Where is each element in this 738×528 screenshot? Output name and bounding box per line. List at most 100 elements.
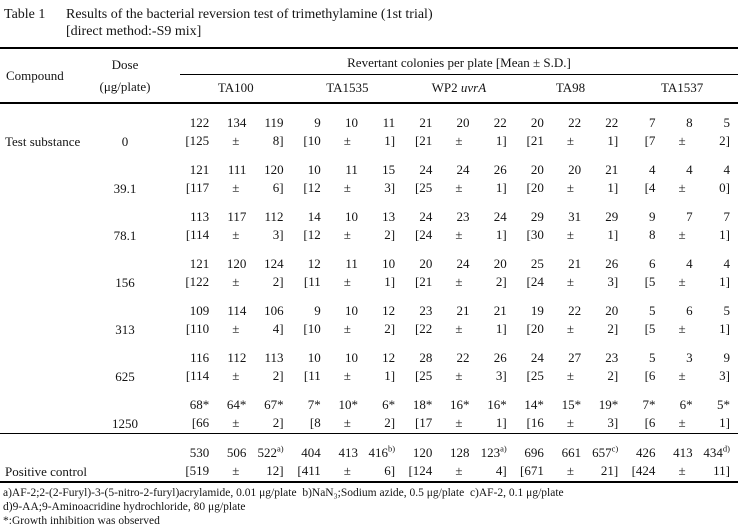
colony-count-cell: 12 [382, 350, 396, 365]
colony-count-cell: 24 [419, 162, 433, 177]
colony-count-cell: 426 [626, 433, 664, 462]
colony-count-cell: 4 [723, 256, 731, 271]
colony-count-cell: 21 [568, 256, 582, 271]
colony-count-cell: 21 [419, 115, 433, 130]
colony-count-cell: 121 [189, 162, 210, 177]
plus-minus-symbol: ± [343, 274, 351, 289]
colony-count-cell: 10 [382, 256, 396, 271]
sd-cell: 11] [713, 463, 730, 478]
dose-cell: 156 [115, 275, 135, 290]
footnote-abc: a)AF-2;2-(2-Furyl)-3-(5-nitro-2-furyl)ac… [3, 487, 564, 499]
colony-count-cell: 8 [686, 115, 693, 130]
colony-count-cell: 23 [456, 209, 470, 224]
colony-count-cell: 522a) [254, 433, 292, 462]
plus-minus-symbol: ± [566, 133, 575, 148]
colony-count-cell: 123a) [477, 433, 515, 462]
mean-cell: [8 [309, 415, 321, 430]
mean-cell: [117 [185, 180, 210, 195]
colony-count-cell: 413 [328, 433, 366, 462]
colony-count-cell: 530 [180, 433, 218, 462]
colony-count-cell: 404 [291, 433, 329, 462]
compound-cell [0, 292, 92, 339]
colony-count-cell: 15* [561, 397, 582, 412]
colony-count-cell: 112 [227, 350, 247, 365]
sd-cell: 2] [272, 368, 284, 383]
colony-count-cell: 67* [264, 397, 284, 412]
colony-count-cell: 16* [487, 397, 507, 412]
colony-count-cell: 23 [605, 350, 619, 365]
plus-minus-symbol: ± [232, 415, 240, 430]
colony-count-cell: 20 [419, 256, 433, 271]
colony-count-cell: 26 [493, 350, 507, 365]
sd-cell: 4] [272, 321, 284, 336]
colony-count-cell: 7 [648, 115, 656, 130]
colony-count-cell: 64* [226, 397, 247, 412]
dose-cell: 39.1 [113, 181, 137, 196]
compound-cell [0, 386, 92, 434]
colony-count-cell: 9 [648, 209, 656, 224]
footnote-marker: d) [722, 443, 730, 454]
footnote-asterisk: *:Growth inhibition was observed [3, 515, 160, 527]
strain-name: WP2 [431, 80, 461, 95]
colony-count-cell: 657c) [589, 433, 627, 462]
mean-cell: [114 [185, 227, 210, 242]
colony-count-cell: 113 [264, 350, 284, 365]
mean-row: [114 ±3] [12 ±2] [24 ±1] [30 ±1] 8 ±1] [0, 226, 738, 245]
colony-count-cell: 26 [605, 256, 619, 271]
colony-count-cell: 11 [345, 162, 358, 177]
mean-cell: [11 [303, 274, 321, 289]
strain-name: TA98 [555, 80, 586, 95]
table-title-line2: [direct method:-S9 mix] [66, 24, 202, 39]
dose-cell: 78.1 [113, 228, 137, 243]
colony-count-cell: 7 [686, 209, 693, 224]
colony-count-cell: 25 [530, 256, 544, 271]
colony-count-cell: 12 [382, 303, 396, 318]
colony-count-cell: 31 [568, 209, 582, 224]
colony-count: 416 [368, 445, 389, 460]
strain-header-ta1537: TA1537 [626, 74, 738, 104]
sd-cell: 2] [719, 133, 730, 148]
plus-minus-symbol: ± [343, 133, 351, 148]
colony-count-cell: 4 [723, 162, 731, 177]
colony-count-cell: 106 [264, 303, 284, 318]
mean-cell: [12 [303, 180, 321, 195]
sd-cell: 2] [384, 227, 396, 242]
strain-header-wp2: WP2 uvrA [403, 74, 515, 104]
sd-cell: 2] [272, 415, 284, 430]
colony-count-cell: 10* [338, 397, 358, 412]
mean-cell: [671 [520, 463, 544, 478]
colony-count-cell: 20 [530, 162, 544, 177]
revertant-colonies-header: Revertant colonies per plate [Mean ± S.D… [180, 48, 738, 75]
mean-cell: [6 [644, 415, 656, 430]
plus-minus-symbol: ± [455, 463, 463, 478]
colony-count-cell: 117 [227, 209, 247, 224]
dose-cell: 1250 [112, 416, 138, 431]
colony-count-cell: 10 [307, 162, 321, 177]
values-row: 625 116 112 113 10 10 12 28 22 26 24 27 23 5 3 9 [0, 339, 738, 384]
plus-minus-symbol: ± [343, 227, 351, 242]
plus-minus-symbol: ± [678, 463, 686, 478]
sd-cell: 1] [495, 133, 507, 148]
mean-cell: [25 [414, 180, 433, 195]
sd-cell: 3] [719, 368, 730, 383]
compound-cell [0, 245, 92, 292]
sd-cell: 2] [384, 321, 396, 336]
colony-count-cell: 19 [530, 303, 544, 318]
mean-row: [114 ±2] [11 ±1] [25 ±3] [25 ±2] [6 ±3] [0, 367, 738, 386]
plus-minus-symbol: ± [343, 368, 351, 383]
sd-cell: 1] [719, 227, 730, 242]
mean-row: [117 ±6] [12 ±3] [25 ±1] [20 ±1] [4 ±0] [0, 179, 738, 198]
mean-cell: [20 [526, 321, 544, 336]
colony-count-cell: 3 [686, 350, 693, 365]
mean-cell: [411 [297, 463, 321, 478]
sd-cell: 3] [272, 227, 284, 242]
mean-cell: [11 [303, 368, 321, 383]
colony-count-cell: 6 [648, 256, 656, 271]
table-number: Table 1 [4, 7, 46, 22]
plus-minus-symbol: ± [678, 368, 686, 383]
strain-name: TA100 [217, 80, 254, 95]
plus-minus-symbol: ± [678, 180, 686, 195]
mean-cell: [114 [185, 368, 210, 383]
colony-count-cell: 4 [686, 256, 693, 271]
sd-cell: 3] [384, 180, 396, 195]
